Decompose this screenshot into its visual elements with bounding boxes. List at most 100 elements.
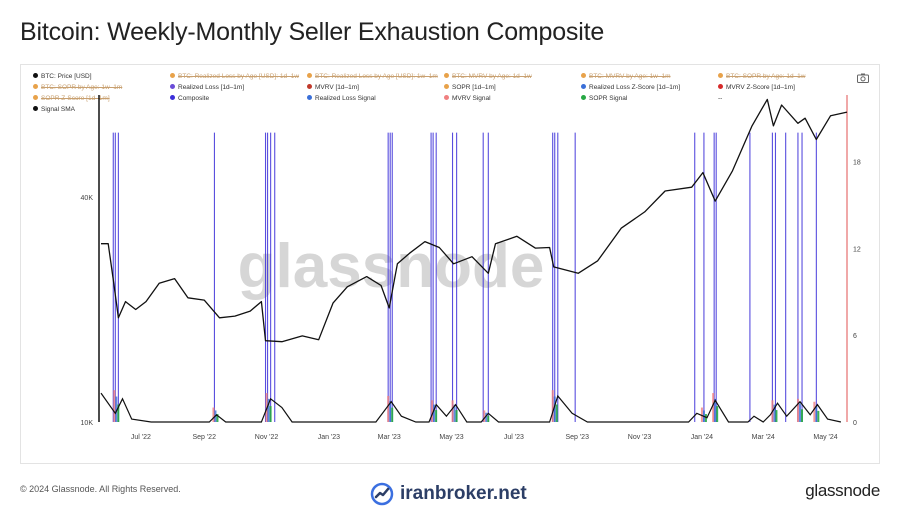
legend-color-dot (307, 94, 312, 100)
realized-loss-signal-bar (553, 396, 556, 422)
x-tick-label: Jul '22 (131, 434, 151, 441)
legend-item[interactable]: SOPR Z-Score [1d–1m] (33, 93, 110, 104)
mvrv-signal-bar (813, 401, 816, 422)
legend-label: BTC: MVRV by Age: 1d–1w (452, 73, 532, 80)
legend-color-dot (170, 94, 175, 100)
sopr-signal-bar (435, 410, 438, 422)
x-tick-label: Jan '24 (691, 434, 713, 441)
legend-item[interactable]: -- (718, 93, 722, 104)
signal-sma-line (100, 392, 842, 423)
mvrv-signal-bar (551, 390, 554, 422)
mvrv-signal-bar (431, 400, 434, 422)
legend-item[interactable]: Realized Loss Signal (307, 93, 376, 104)
realized-loss-signal-bar (815, 405, 818, 422)
chart-plot: glassnode 10K 40K 0 6 12 18 Jul '22 Sep '22 Nov '… (81, 95, 861, 441)
legend-item[interactable]: MVRV Signal (444, 93, 491, 104)
mvrv-signal-bar (451, 400, 454, 422)
y-right-tick-label: 18 (853, 160, 861, 167)
sopr-signal-bar (817, 410, 820, 422)
legend-label: -- (718, 95, 723, 102)
iranbroker-logo-icon (370, 482, 394, 506)
realized-loss-signal-bar (115, 396, 118, 422)
x-tick-label: Mar '24 (752, 434, 775, 441)
sopr-signal-bar (117, 404, 120, 422)
legend-item[interactable]: Realized Loss [1d–1m] (170, 82, 244, 93)
legend-item[interactable]: BTC: Realized Loss by Age [USD]: 1w–1m (307, 71, 438, 82)
legend-label: MVRV Z-Score [1d–1m] (726, 84, 795, 91)
realized-loss-signal-bar (773, 404, 776, 422)
legend-label: SOPR Signal (589, 95, 628, 102)
mvrv-signal-bar (796, 398, 799, 422)
mvrv-signal-bar (212, 407, 215, 422)
x-tick-label: Nov '23 (628, 434, 652, 441)
sopr-signal-bar (800, 409, 803, 422)
realized-loss-signal-bar (267, 398, 270, 422)
legend-color-dot (307, 72, 312, 78)
mvrv-signal-bar (712, 393, 715, 422)
footer-brand[interactable]: iranbroker.net (370, 482, 527, 506)
legend-color-dot (307, 83, 312, 89)
legend-color-dot (33, 72, 38, 78)
sopr-signal-bar (555, 404, 558, 422)
x-tick-label: Mar '23 (378, 434, 401, 441)
legend-label: BTC: Realized Loss by Age [USD]: 1w–1m (315, 73, 438, 80)
legend-item[interactable]: BTC: SOPR by Age: 1d–1w (718, 71, 805, 82)
legend-item[interactable]: SOPR Signal (581, 93, 627, 104)
legend-item[interactable]: SOPR [1d–1m] (444, 82, 496, 93)
legend-color-dot (444, 83, 449, 89)
legend-label: BTC: SOPR by Age: 1d–1w (726, 73, 806, 80)
brand-name: iranbroker.net (400, 483, 527, 504)
mvrv-signal-bar (387, 395, 390, 422)
legend-label: Signal SMA (41, 106, 75, 113)
realized-loss-signal-bar (389, 401, 392, 422)
legend-item[interactable]: BTC: SOPR by Age: 1w–1m (33, 82, 122, 93)
legend-label: Realized Loss [1d–1m] (178, 84, 245, 91)
realized-loss-signal-bar (714, 398, 717, 422)
legend-label: BTC: Realized Loss by Age [USD]: 1d–1w (178, 73, 300, 80)
sopr-signal-bar (216, 414, 219, 422)
x-tick-label: Sep '22 (192, 434, 216, 441)
legend-color-dot (581, 72, 586, 78)
realized-loss-signal-bar (485, 412, 488, 422)
camera-icon[interactable] (857, 73, 869, 83)
legend-color-dot (718, 83, 723, 89)
legend-label: BTC: Price [USD] (41, 73, 92, 80)
legend-item[interactable]: BTC: MVRV by Age: 1w–1m (581, 71, 671, 82)
sopr-signal-bar (716, 406, 719, 422)
legend-item[interactable]: BTC: MVRV by Age: 1d–1w (444, 71, 532, 82)
x-tick-label: Jan '23 (318, 434, 340, 441)
x-tick-label: Jul '23 (504, 434, 524, 441)
legend-color-dot (718, 72, 723, 78)
legend-color-dot (444, 72, 449, 78)
legend-item[interactable]: BTC: Price [USD] (33, 71, 92, 82)
y-right-tick-label: 0 (853, 420, 857, 427)
legend-label: MVRV [1d–1m] (315, 84, 359, 91)
legend-color-dot (170, 83, 175, 89)
realized-loss-signal-bar (798, 403, 801, 422)
realized-loss-signal-bar (433, 404, 436, 422)
legend-item[interactable]: MVRV [1d–1m] (307, 82, 359, 93)
legend-label: SOPR Z-Score [1d–1m] (41, 95, 110, 102)
legend-label: BTC: MVRV by Age: 1w–1m (589, 73, 671, 80)
sopr-signal-bar (455, 410, 458, 422)
legend-color-dot (581, 94, 586, 100)
x-tick-label: Nov '22 (255, 434, 279, 441)
y-right-tick-label: 12 (853, 246, 861, 253)
legend-color-dot (33, 105, 38, 111)
legend-item[interactable]: Signal SMA (33, 104, 75, 115)
legend-color-dot (33, 83, 38, 89)
sopr-signal-bar (391, 407, 394, 422)
legend-item[interactable]: Composite (170, 93, 209, 104)
x-tick-label: May '24 (813, 434, 837, 441)
x-tick-label: Sep '23 (565, 434, 589, 441)
legend-item[interactable]: MVRV Z-Score [1d–1m] (718, 82, 795, 93)
footer-copyright: © 2024 Glassnode. All Rights Reserved. (20, 484, 181, 494)
legend-item[interactable]: Realized Loss Z-Score [1d–1m] (581, 82, 680, 93)
glassnode-logo: glassnode (805, 481, 880, 500)
legend-label: MVRV Signal (452, 95, 491, 102)
y-right-tick-label: 6 (853, 333, 857, 340)
mvrv-signal-bar (113, 390, 116, 422)
legend-label: SOPR [1d–1m] (452, 84, 496, 91)
sopr-signal-bar (704, 414, 707, 422)
legend-item[interactable]: BTC: Realized Loss by Age [USD]: 1d–1w (170, 71, 299, 82)
